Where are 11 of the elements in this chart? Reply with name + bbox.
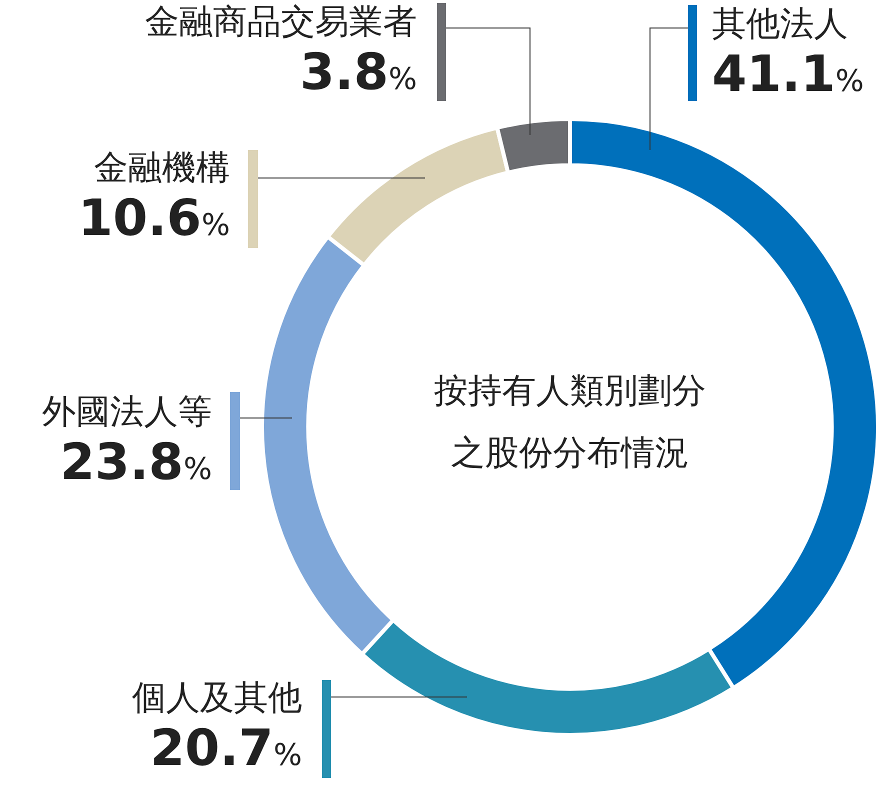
data-label: 23.8% [59, 433, 212, 493]
data-label: 20.7% [149, 719, 302, 779]
text: 按持有人類別劃分之股份分布情況 [433, 370, 707, 475]
data-label: 3.8% [298, 43, 417, 103]
slice-label: 金融機構 [93, 147, 230, 190]
slice-label: 個人及其他 [132, 677, 302, 720]
slice-label: 外國法人等 [42, 391, 212, 434]
data-label: 41.1% [712, 45, 864, 105]
slice-label: 其他法人 [712, 3, 849, 46]
slice-label: 金融商品交易業者 [145, 1, 417, 44]
data-label: 10.6% [78, 189, 230, 249]
